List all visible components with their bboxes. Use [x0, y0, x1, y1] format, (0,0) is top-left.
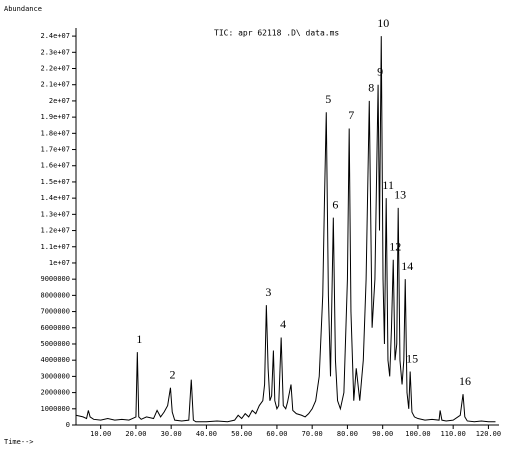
- x-tick-label: 40.00: [196, 430, 217, 438]
- x-tick-label: 50.00: [231, 430, 252, 438]
- y-tick-label: 9000000: [40, 275, 70, 283]
- peak-label: 8: [368, 81, 374, 95]
- chart-title: TIC: apr 62118 .D\ data.ms: [214, 29, 339, 38]
- peak-label: 14: [401, 259, 413, 273]
- peak-label: 9: [377, 64, 383, 78]
- x-tick-label: 70.00: [302, 430, 323, 438]
- x-tick-label: 10.00: [90, 430, 111, 438]
- x-tick-label: 80.00: [337, 430, 358, 438]
- y-tick-label: 0: [66, 421, 70, 429]
- y-tick-label: 1.5e+07: [40, 178, 70, 186]
- x-tick-label: 110.00: [441, 430, 466, 438]
- peak-label: 11: [382, 178, 394, 192]
- x-tick-label: 20.00: [125, 430, 146, 438]
- y-tick-label: 8000000: [40, 291, 70, 299]
- peak-label: 4: [280, 317, 286, 331]
- peak-label: 7: [348, 108, 354, 122]
- y-tick-label: 1.7e+07: [40, 146, 70, 154]
- peak-label: 3: [265, 285, 271, 299]
- peak-label: 16: [459, 374, 471, 388]
- peak-label: 1: [136, 332, 142, 346]
- peak-label: 12: [389, 239, 401, 253]
- y-tick-label: 1.1e+07: [40, 243, 70, 251]
- y-tick-label: 1.8e+07: [40, 129, 70, 137]
- y-tick-label: 2.3e+07: [40, 48, 70, 56]
- peak-label: 15: [406, 351, 418, 365]
- x-tick-label: 90.00: [372, 430, 393, 438]
- y-tick-label: 1e+07: [49, 259, 70, 267]
- y-tick-label: 1.4e+07: [40, 194, 70, 202]
- y-tick-label: 2000000: [40, 389, 70, 397]
- peak-label: 5: [325, 92, 331, 106]
- peak-label: 13: [394, 188, 406, 202]
- y-tick-label: 6000000: [40, 324, 70, 332]
- peak-label: 10: [377, 16, 389, 30]
- y-tick-label: 2.2e+07: [40, 65, 70, 73]
- y-tick-label: 1.2e+07: [40, 227, 70, 235]
- x-tick-label: 100.00: [405, 430, 430, 438]
- y-tick-label: 1000000: [40, 405, 70, 413]
- y-tick-label: 1.3e+07: [40, 210, 70, 218]
- x-tick-label: 60.00: [266, 430, 287, 438]
- x-axis-label: Time-->: [4, 438, 34, 446]
- trace: [75, 36, 496, 423]
- y-axis-label: Abundance: [4, 5, 42, 13]
- y-tick-label: 1.9e+07: [40, 113, 70, 121]
- y-tick-label: 5000000: [40, 340, 70, 348]
- y-tick-label: 1.6e+07: [40, 162, 70, 170]
- y-tick-label: 7000000: [40, 308, 70, 316]
- y-tick-label: 2.1e+07: [40, 81, 70, 89]
- x-tick-label: 30.00: [161, 430, 182, 438]
- y-tick-label: 2e+07: [49, 97, 70, 105]
- y-tick-label: 3000000: [40, 372, 70, 380]
- x-tick-label: 120.00: [476, 430, 501, 438]
- y-tick-label: 2.4e+07: [40, 32, 70, 40]
- y-tick-label: 4000000: [40, 356, 70, 364]
- peak-label: 2: [169, 367, 175, 381]
- peak-label: 6: [332, 197, 338, 211]
